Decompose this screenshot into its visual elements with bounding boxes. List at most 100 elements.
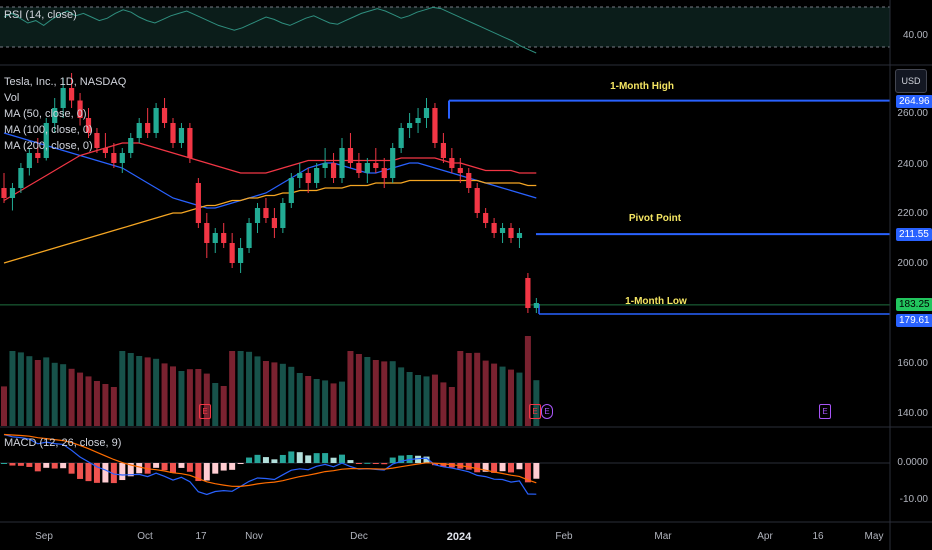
x-tick: 17 (195, 531, 207, 542)
volume-bar (474, 352, 481, 426)
x-tick: 2024 (446, 531, 472, 543)
volume-bar (448, 387, 455, 426)
volume-bar (465, 353, 472, 426)
candle-body (330, 163, 337, 178)
macd-histogram-bar (51, 463, 58, 469)
earnings-badge[interactable]: E (529, 404, 541, 419)
macd-histogram-bar (110, 463, 117, 484)
candle-body (288, 178, 294, 203)
volume-bar (9, 351, 16, 426)
volume-bar (330, 383, 337, 426)
volume-bar (271, 362, 278, 426)
volume-bar (77, 372, 84, 426)
candle-body (423, 108, 430, 118)
candle-body (229, 243, 235, 263)
candle-body (221, 233, 227, 243)
volume-bar (110, 387, 117, 426)
volume-bar (313, 379, 320, 426)
earnings-badge[interactable]: E (199, 404, 211, 419)
macd-histogram-bar (389, 457, 396, 463)
candle-body (263, 208, 269, 218)
volume-bar (212, 383, 219, 426)
ma100-line (3, 142, 537, 202)
candle-body (407, 123, 413, 128)
macd-line (3, 433, 537, 496)
macd-histogram-bar (161, 463, 168, 471)
candle-body (373, 163, 379, 168)
macd-histogram-bar (246, 457, 253, 463)
candle-body (390, 148, 396, 178)
candle-body (69, 88, 75, 101)
candle-body (483, 213, 489, 223)
candle-body (356, 163, 362, 173)
candle-body (314, 168, 320, 183)
rsi-pane (0, 6, 890, 54)
macd-histogram-bar (339, 454, 345, 463)
volume-bar (220, 386, 227, 426)
candle-body (77, 100, 83, 118)
macd-histogram-bar (178, 463, 185, 468)
candle-body (145, 123, 151, 133)
macd-histogram-bar (423, 456, 430, 463)
macd-histogram-bar (127, 463, 134, 477)
x-tick: May (864, 531, 884, 542)
macd-histogram-bar (119, 463, 126, 481)
macd-histogram-bar (347, 460, 354, 463)
macd-histogram-bar (491, 463, 498, 473)
macd-histogram-bar (322, 453, 329, 463)
volume-bar (305, 376, 312, 426)
x-tick: Nov (245, 531, 263, 542)
candle-body (415, 118, 421, 123)
month-low-tag: 179.61 (896, 314, 932, 327)
candle-body (322, 163, 328, 168)
macd-histogram-bar (415, 455, 422, 463)
macd-histogram-bar (516, 463, 523, 470)
volume-bar (1, 386, 7, 426)
volume-bar (60, 364, 67, 426)
candle-body (136, 123, 142, 138)
earnings-badge[interactable]: E (541, 404, 553, 419)
price-tick: 220.00 (897, 208, 928, 219)
volume-bar (85, 376, 92, 426)
volume-bar (161, 363, 168, 426)
price-tick: 160.00 (897, 358, 928, 369)
candle-body (508, 228, 514, 238)
earnings-badge[interactable]: E (819, 404, 831, 419)
symbol-title[interactable]: Tesla, Inc., 1D, NASDAQ (4, 76, 127, 88)
macd-histogram-bar (440, 463, 447, 467)
macd-histogram-bar (508, 463, 514, 473)
vol-legend[interactable]: Vol (4, 92, 20, 104)
candle-body (297, 173, 303, 178)
macd-histogram-bar (136, 463, 143, 474)
currency-button[interactable]: USD (895, 69, 927, 93)
ma50-legend[interactable]: MA (50, close, 0) (4, 108, 87, 120)
candle-body (280, 203, 286, 228)
volume-bar (288, 366, 295, 426)
macd-histogram-bar (254, 454, 261, 463)
macd-histogram-bar (499, 463, 506, 472)
volume-bar (533, 380, 540, 426)
volume-bar (136, 356, 143, 426)
ma200-legend[interactable]: MA (200, close, 0) (4, 140, 93, 152)
volume-bar (203, 373, 210, 426)
macd-histogram-bar (313, 453, 320, 463)
ma50-line (3, 132, 537, 209)
x-tick: Oct (137, 531, 153, 542)
volume-bar (246, 351, 253, 426)
pivot-tag: 211.55 (896, 228, 932, 241)
rsi-line (3, 6, 537, 54)
volume-bar (186, 369, 193, 426)
rsi-label: RSI (14, close) (4, 9, 77, 21)
macd-histogram-bar (398, 455, 405, 463)
volume-bar (119, 351, 126, 426)
price-tick: 200.00 (897, 258, 928, 269)
macd-histogram-bar (262, 457, 269, 463)
candle-body (119, 153, 125, 163)
macd-tick: 0.0000 (897, 457, 928, 468)
candle-body (111, 153, 117, 163)
candle-body (153, 108, 159, 133)
macd-histogram-bar (9, 463, 16, 466)
ma100-legend[interactable]: MA (100, close, 0) (4, 124, 93, 136)
volume-bar (431, 374, 438, 426)
